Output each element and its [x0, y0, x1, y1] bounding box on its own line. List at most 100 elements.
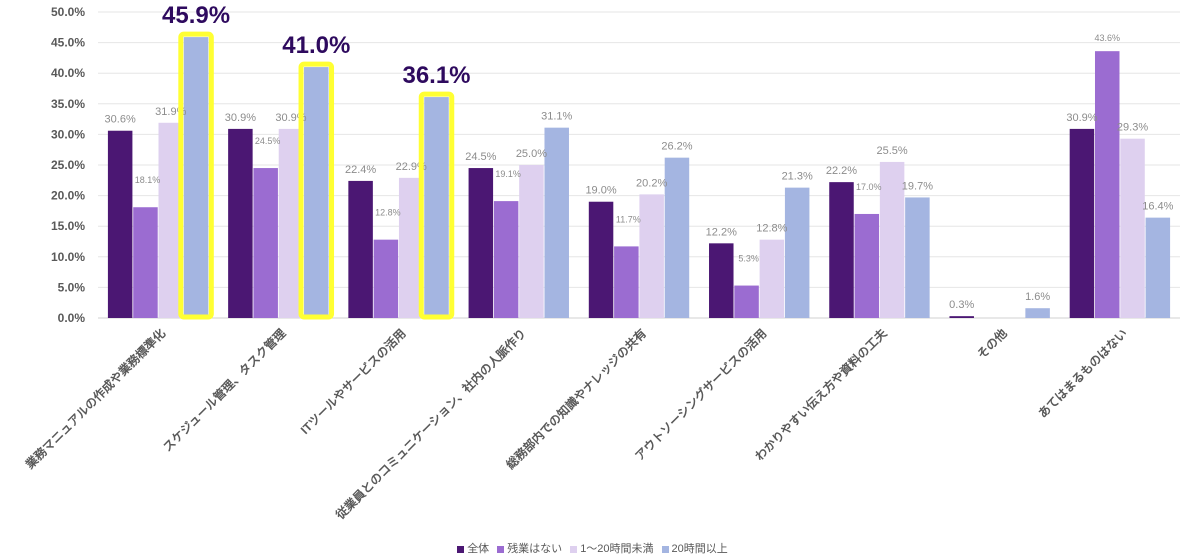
bar: [588, 201, 614, 318]
y-tick-label: 20.0%: [51, 189, 85, 203]
data-label: 43.6%: [1094, 33, 1120, 43]
y-axis: 0.0% 5.0% 10.0% 15.0% 20.0% 25.0% 30.0% 35.0% 40…: [51, 5, 85, 325]
data-label: 1.6%: [1025, 291, 1050, 303]
y-tick-label: 15.0%: [51, 219, 85, 233]
x-tick-label: スケジュール管理、タスク管理: [160, 326, 289, 455]
bar: [879, 161, 905, 318]
bar: [905, 197, 930, 318]
legend-swatch: [570, 545, 578, 553]
legend-item: 20時間以上: [661, 540, 728, 556]
bar: [253, 168, 278, 318]
bar: [107, 130, 133, 318]
bar: [639, 194, 664, 318]
data-label: 24.5%: [465, 151, 496, 163]
data-label: 18.1%: [135, 175, 161, 185]
legend-item: 残業はない: [497, 540, 562, 556]
bar: [1025, 308, 1050, 318]
data-label: 11.7%: [616, 214, 641, 224]
bar: [373, 239, 399, 318]
bar-chart: 0.0% 5.0% 10.0% 15.0% 20.0% 25.0% 30.0% 35.0% 40…: [21, 2, 1180, 523]
highlight-label: 41.0%: [282, 32, 350, 59]
y-tick-label: 10.0%: [51, 250, 85, 264]
data-label: 30.9%: [1066, 112, 1097, 124]
data-label: 19.7%: [902, 180, 933, 192]
legend-label: 残業はない: [507, 543, 563, 555]
highlight-boxes: 45.9% 41.0% 36.1%: [162, 2, 471, 320]
bars: [107, 37, 1171, 319]
legend-swatch: [497, 545, 505, 553]
data-label: 19.1%: [495, 169, 521, 179]
bar: [544, 127, 569, 318]
x-tick-label: 業務マニュアルの作成や業務標準化: [21, 326, 168, 473]
data-labels: 30.6% 30.9% 22.4% 24.5% 19.0% 12.2% 22.2% 0.3% 3…: [105, 33, 1174, 311]
x-tick-label: 総務部内での知識やナレッジの共有: [503, 326, 649, 472]
y-tick-label: 0.0%: [58, 311, 86, 325]
bar: [829, 182, 854, 318]
data-label: 19.0%: [585, 185, 616, 197]
bar: [614, 246, 639, 318]
x-tick-label: あてはまるものはない: [1036, 326, 1130, 420]
highlight-box: [178, 31, 214, 320]
data-label: 25.0%: [516, 148, 547, 160]
highlight-label: 36.1%: [402, 62, 470, 89]
x-tick-label: その他: [974, 326, 1010, 362]
bar: [468, 168, 494, 318]
bar: [348, 180, 373, 318]
grid-lines: [98, 11, 1180, 319]
legend-item: 全体: [457, 540, 489, 556]
bar: [759, 239, 785, 318]
legend-label: 1〜20時間未満: [580, 543, 654, 555]
data-label: 0.3%: [949, 299, 974, 311]
data-label: 29.3%: [1117, 122, 1148, 134]
x-tick-label: 従業員とのコミュニケーション、社内の人脈作り: [332, 326, 529, 523]
x-tick-label: アウトソーシングサービスの活用: [632, 326, 770, 464]
bar: [493, 201, 519, 318]
y-tick-label: 30.0%: [51, 127, 85, 141]
legend-label: 20時間以上: [671, 543, 728, 555]
bar: [1120, 138, 1145, 318]
data-label: 22.2%: [826, 165, 857, 177]
legend-item: 1〜20時間未満: [570, 540, 654, 556]
data-label: 21.3%: [782, 171, 813, 183]
data-label: 24.5%: [255, 136, 281, 146]
bar: [183, 37, 209, 318]
data-label: 31.1%: [541, 111, 572, 123]
data-label: 16.4%: [1142, 201, 1173, 213]
data-label: 25.5%: [876, 145, 907, 157]
bar: [949, 316, 974, 318]
bar: [1145, 217, 1171, 318]
x-tick-label: ITツールやサービスの活用: [297, 326, 408, 437]
legend-swatch: [661, 545, 669, 553]
y-tick-label: 35.0%: [51, 97, 85, 111]
bar: [664, 157, 690, 318]
legend: 全体 残業はない 1〜20時間未満 20時間以上: [0, 540, 1185, 556]
data-label: 30.6%: [105, 114, 136, 126]
bar: [133, 207, 158, 318]
y-tick-label: 25.0%: [51, 158, 85, 172]
bar: [424, 97, 449, 319]
data-label: 5.3%: [738, 254, 759, 264]
legend-swatch: [457, 545, 465, 553]
data-label: 12.8%: [375, 208, 401, 218]
y-tick-label: 50.0%: [51, 5, 85, 19]
data-label: 26.2%: [661, 141, 692, 153]
bar: [734, 285, 759, 318]
highlight-box: [298, 61, 335, 320]
highlight-label: 45.9%: [162, 2, 230, 29]
data-label: 12.2%: [706, 226, 737, 238]
data-label: 17.0%: [856, 182, 882, 192]
bar: [1069, 128, 1095, 318]
bar: [228, 128, 253, 318]
bar: [304, 67, 329, 318]
highlight-box: [418, 91, 455, 320]
x-tick-label: わかりやすい伝え方や資料の工夫: [752, 325, 891, 464]
bar: [854, 213, 880, 318]
data-label: 22.4%: [345, 164, 376, 176]
y-tick-label: 40.0%: [51, 66, 85, 80]
bar: [784, 187, 810, 318]
data-label: 30.9%: [225, 112, 256, 124]
bar: [709, 243, 734, 318]
data-label: 20.2%: [636, 177, 667, 189]
y-tick-label: 45.0%: [51, 36, 85, 50]
